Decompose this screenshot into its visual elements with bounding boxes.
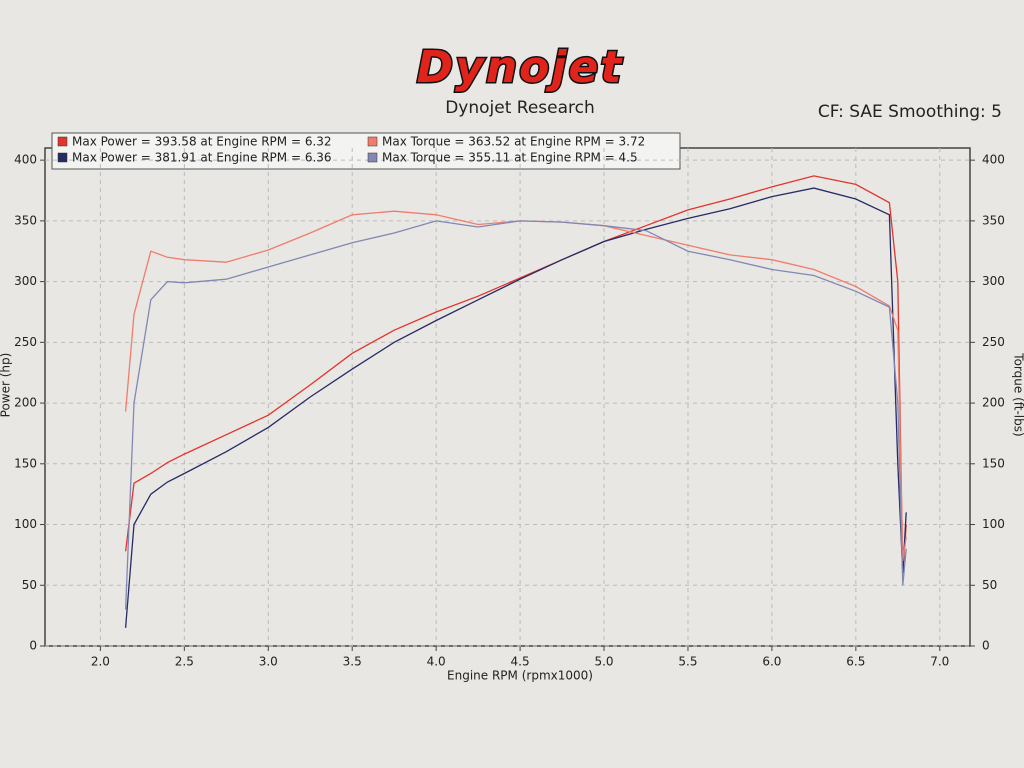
legend-swatch [57, 136, 68, 147]
legend-swatch [57, 152, 68, 163]
y2-tick-label: 350 [982, 213, 1005, 227]
chart-title: Dynojet [417, 42, 624, 93]
y-tick-label: 250 [14, 335, 37, 349]
x-tick-label: 5.5 [678, 655, 697, 669]
y-tick-label: 300 [14, 274, 37, 288]
y-tick-label: 0 [29, 639, 37, 653]
y2-tick-label: 200 [982, 396, 1005, 410]
legend-label: Max Torque = 363.52 at Engine RPM = 3.72 [382, 135, 645, 149]
x-tick-label: 6.0 [762, 655, 781, 669]
y-tick-label: 50 [22, 578, 37, 592]
series-line [124, 220, 907, 610]
x-tick-label: 3.5 [343, 655, 362, 669]
x-tick-label: 2.0 [91, 655, 110, 669]
x-tick-label: 2.5 [175, 655, 194, 669]
legend-label: Max Power = 393.58 at Engine RPM = 6.32 [72, 135, 332, 149]
annotation: CF: SAE Smoothing: 5 [818, 102, 1002, 122]
y2-tick-label: 0 [982, 639, 990, 653]
y-tick-label: 350 [14, 213, 37, 227]
legend-label: Max Torque = 355.11 at Engine RPM = 4.5 [382, 151, 638, 165]
x-tick-label: 6.5 [846, 655, 865, 669]
y2-tick-label: 100 [982, 517, 1005, 531]
chart-subtitle: Dynojet Research [445, 98, 595, 118]
y-tick-label: 200 [14, 396, 37, 410]
legend-swatch [367, 152, 378, 163]
x-tick-label: 3.0 [259, 655, 278, 669]
series-line [124, 175, 907, 574]
y-tick-label: 400 [14, 153, 37, 167]
y2-tick-label: 400 [982, 153, 1005, 167]
x-tick-label: 4.0 [427, 655, 446, 669]
legend [51, 132, 681, 170]
y2-tick-label: 50 [982, 578, 997, 592]
y2-tick-label: 150 [982, 456, 1005, 470]
y2-tick-label: 300 [982, 274, 1005, 288]
legend-label: Max Power = 381.91 at Engine RPM = 6.36 [72, 151, 332, 165]
y-tick-label: 100 [14, 517, 37, 531]
x-tick-label: 5.0 [594, 655, 613, 669]
y-tick-label: 150 [14, 456, 37, 470]
x-tick-label: 4.5 [511, 655, 530, 669]
series-line [124, 187, 907, 628]
x-tick-label: 7.0 [930, 655, 949, 669]
y-axis-title: Power (hp) [0, 353, 13, 418]
legend-swatch [367, 136, 378, 147]
x-axis-title: Engine RPM (rpmx1000) [447, 669, 593, 683]
y2-axis-title: Torque (ft-lbs) [1012, 352, 1024, 436]
y2-tick-label: 250 [982, 335, 1005, 349]
